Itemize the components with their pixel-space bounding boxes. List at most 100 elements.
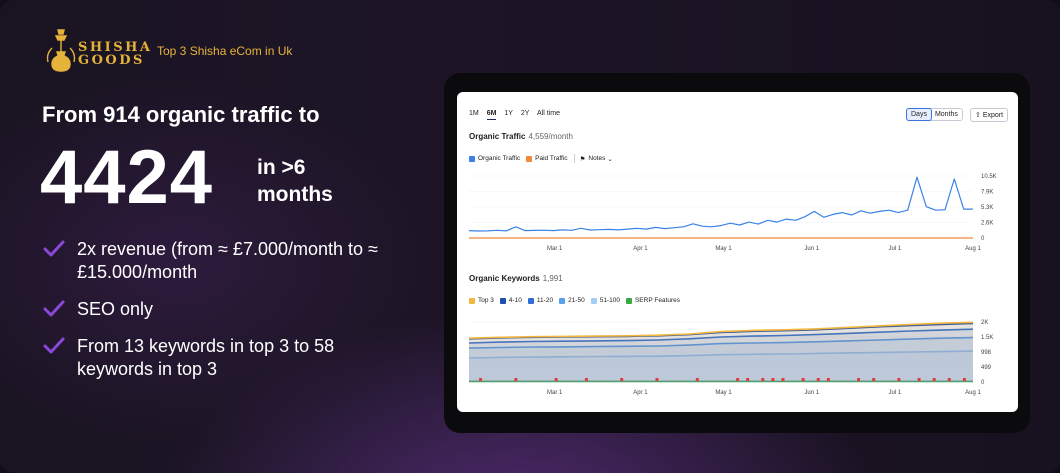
legend-4-10[interactable]: 4-10 [499,297,522,304]
logo-line-2: GOODS [78,53,145,68]
analytics-screenshot: 1M 6M 1Y 2Y All time Days Months ⇧ Expor… [457,92,1018,412]
serp-marker [872,378,876,381]
checkbox-icon [625,297,632,304]
serp-marker [695,378,699,381]
bullet-item: SEO only [43,298,403,321]
series-line [468,328,974,344]
x-tick-label: Mar 1 [547,246,563,252]
big-number-suffix: in >6 months [257,156,333,206]
brand-logo: SHISHA GOODS [44,28,150,74]
bullet-item: From 13 keywords in top 3 to 58 keywords… [43,335,403,381]
chevron-down-icon: ⌄ [607,155,613,163]
series-line [468,176,973,232]
y-tick-label: 2K [981,320,988,326]
series-line [468,321,974,339]
series-area [469,322,973,382]
export-label: Export [982,112,1004,119]
x-tick-label: Aug 1 [965,246,981,252]
y-tick-label: 5.3K [981,205,993,211]
series-line [468,336,974,349]
hookah-icon [46,29,76,72]
x-tick-label: May 1 [715,246,732,252]
series-line [468,350,974,359]
serp-marker [897,378,901,381]
serp-marker [771,378,775,381]
legend-label: 51-100 [599,297,620,304]
checkbox-icon [527,297,534,304]
legend-label: Paid Traffic [535,155,568,162]
checkbox-icon [590,297,597,304]
serp-marker [857,378,861,381]
legend-paid-traffic[interactable]: Paid Traffic [526,155,568,162]
keywords-title-text: Organic Keywords [469,274,540,283]
tab-all-time[interactable]: All time [537,110,560,117]
serp-marker [947,378,951,381]
y-tick-label: 10.5K [981,174,997,180]
y-tick-label: 2.6K [981,221,993,227]
flag-icon: ⚑ [579,155,586,163]
x-tick-label: Aug 1 [965,390,981,396]
bullet-item: 2x revenue (from ≈ £7.000/month to ≈ £15… [43,238,403,284]
keywords-subtitle: 1,991 [542,274,563,283]
tab-2y[interactable]: 2Y [520,110,530,117]
legend-label: 4-10 [508,297,522,304]
x-tick-label: Jul 1 [889,390,902,396]
legend-serp-features[interactable]: SERP Features [625,297,680,304]
y-tick-label: 998 [981,350,992,356]
days-button[interactable]: Days [906,108,932,121]
legend-label: Top 3 [478,297,494,304]
export-button[interactable]: ⇧ Export [970,108,1009,122]
traffic-legend: Organic Traffic Paid Traffic ⚑ Notes ⌄ [469,154,619,163]
serp-marker [962,378,966,381]
serp-marker [932,378,936,381]
x-tick-label: Jun 1 [804,246,819,252]
range-tabs: 1M 6M 1Y 2Y All time [469,110,566,120]
serp-marker [479,378,483,381]
legend-51-100[interactable]: 51-100 [590,297,620,304]
legend-label: 11-20 [536,297,554,304]
notes-dropdown[interactable]: ⚑ Notes ⌄ [580,155,613,163]
x-tick-label: Jul 1 [889,246,902,252]
legend-11-20[interactable]: 11-20 [527,297,554,304]
serp-marker [761,378,765,381]
y-tick-label: 0 [981,380,985,386]
tab-6m[interactable]: 6M [486,110,497,120]
y-tick-label: 1.5K [981,335,993,341]
x-tick-label: Apr 1 [633,246,648,252]
serp-marker [746,378,750,381]
bullet-text: From 13 keywords in top 3 to 58 keywords… [77,336,335,379]
legend-organic-traffic[interactable]: Organic Traffic [469,155,520,162]
tab-1y[interactable]: 1Y [504,110,513,117]
serp-marker [736,378,740,381]
months-button[interactable]: Months [934,111,958,118]
check-icon [43,337,65,354]
legend-label: Organic Traffic [478,155,521,162]
bullet-text: 2x revenue (from ≈ £7.000/month to ≈ £15… [77,239,378,282]
legend-21-50[interactable]: 21-50 [559,297,585,304]
big-number: 4424 [40,135,214,220]
x-tick-label: Apr 1 [633,390,648,396]
serp-marker [554,378,558,381]
traffic-title-text: Organic Traffic [469,132,526,141]
legend-label: 21-50 [568,297,585,304]
series-area [469,323,973,382]
bullet-text: SEO only [77,299,154,319]
x-tick-label: Mar 1 [547,390,563,396]
y-tick-label: 7.9K [981,190,993,196]
bullet-list: 2x revenue (from ≈ £7.000/month to ≈ £15… [43,238,403,395]
y-tick-label: 499 [981,365,992,371]
traffic-title: Organic Traffic 4,559/month [469,132,573,141]
logo-line-1: SHISHA [78,40,153,55]
check-icon [43,240,65,257]
serp-marker [801,378,805,381]
serp-marker [655,378,659,381]
tab-1m[interactable]: 1M [469,110,479,117]
serp-marker [620,378,624,381]
y-tick-label: 0 [981,236,985,242]
series-area [469,329,973,382]
keywords-legend: Top 3 4-10 11-20 21-50 51-100 SERP Featu… [469,297,686,304]
checkbox-icon [559,297,566,304]
checkbox-icon [499,297,506,304]
legend-top-3[interactable]: Top 3 [469,297,494,304]
